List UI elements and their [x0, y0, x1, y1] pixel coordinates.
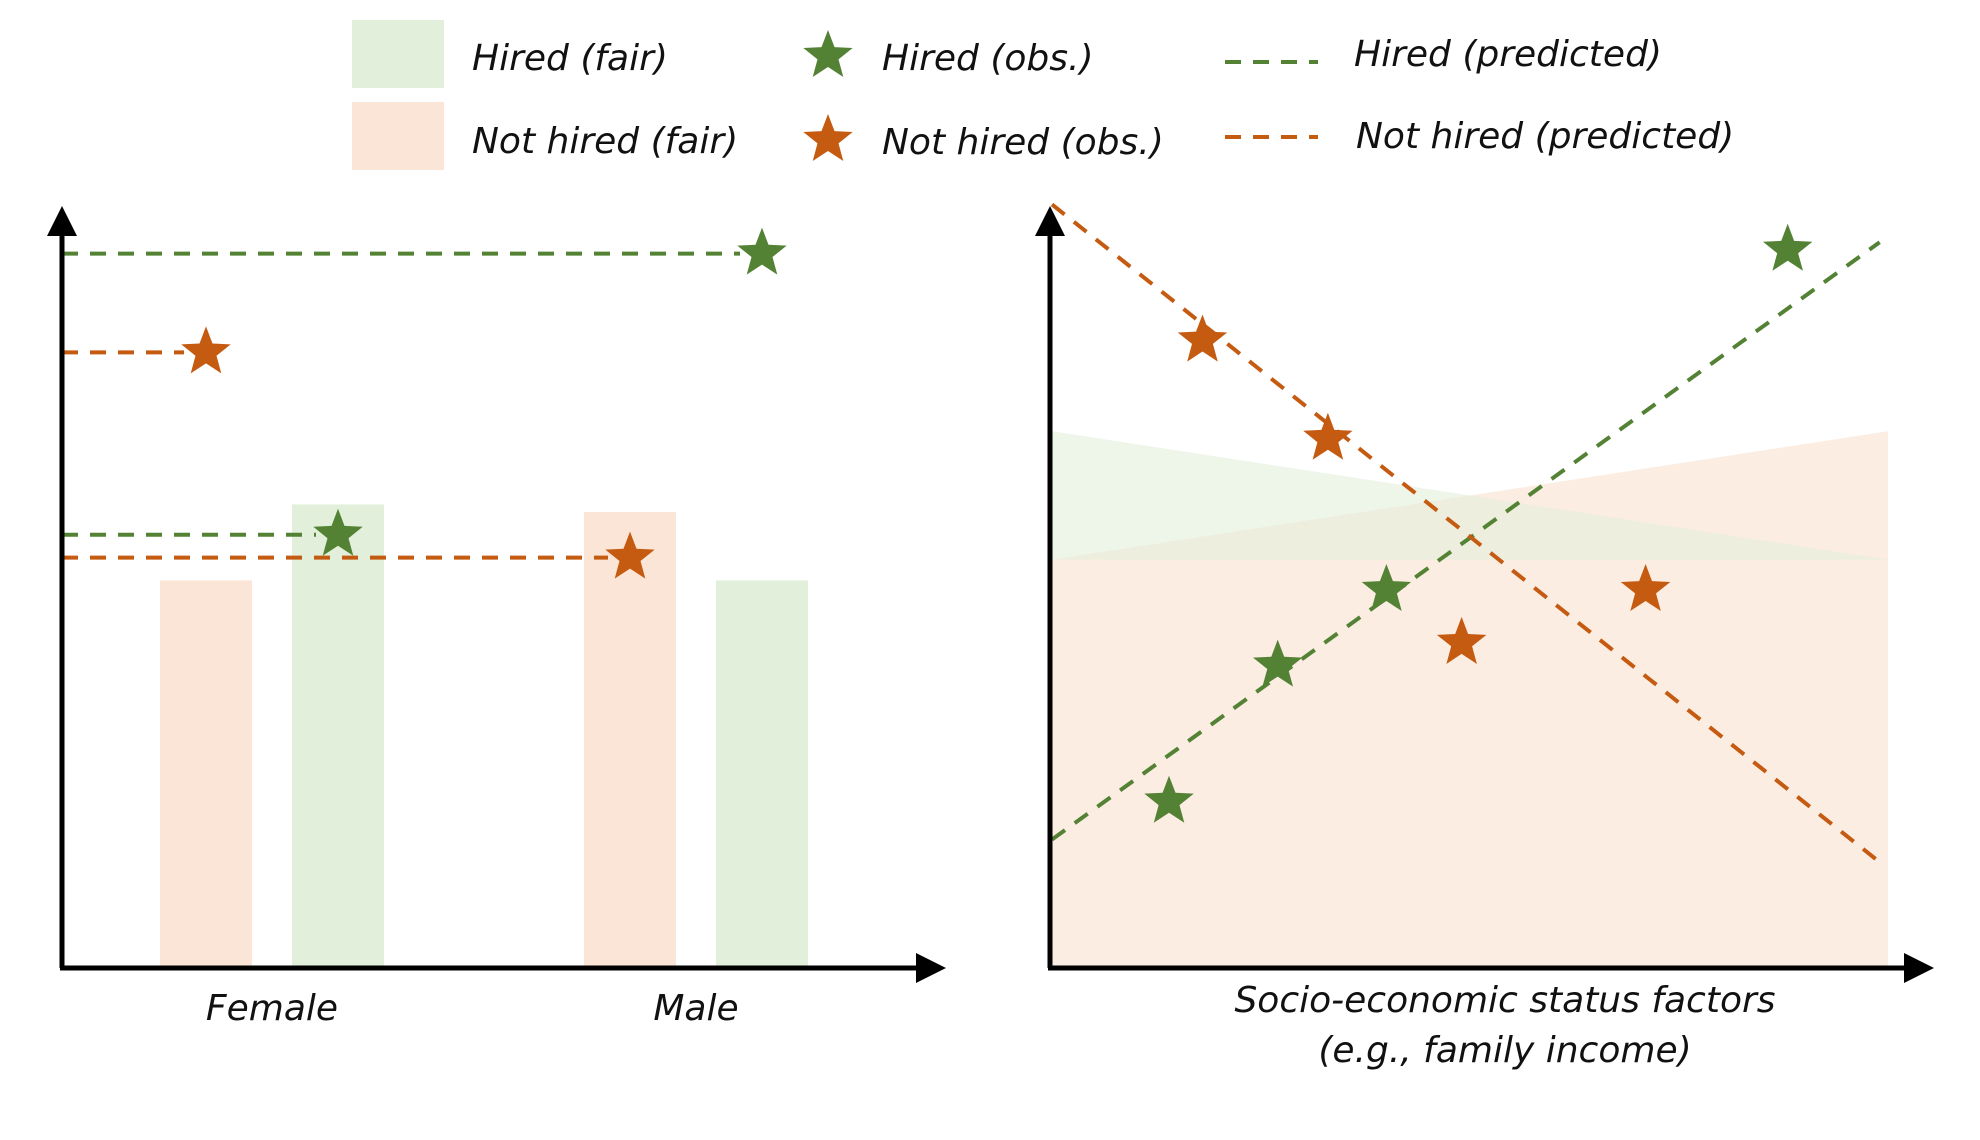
- star-hired-female: [313, 508, 363, 556]
- star-not-hired-4: [1620, 564, 1671, 611]
- legend: Hired (fair) Not hired (fair) Hired (obs…: [352, 20, 1734, 170]
- band-hired-fair: [1052, 431, 1888, 560]
- right-chart: Socio-economic status factors (e.g., fam…: [1035, 202, 1934, 1071]
- legend-label-not-hired-predicted: Not hired (predicted): [1356, 116, 1734, 157]
- right-x-axis-label-line2: (e.g., family income): [1318, 1030, 1691, 1071]
- star-hired-2: [1253, 639, 1303, 687]
- legend-label-hired-obs: Hired (obs.): [882, 38, 1093, 79]
- bar-not-hired-fair-female: [160, 580, 252, 968]
- star-hired-1: [1144, 775, 1194, 823]
- legend-swatch-hired-fair: [352, 20, 444, 88]
- legend-swatch-not-hired-fair: [352, 102, 444, 170]
- legend-label-not-hired-obs: Not hired (obs.): [882, 122, 1164, 163]
- legend-star-hired: [803, 30, 853, 77]
- bar-not-hired-fair-male: [584, 512, 676, 968]
- trend-line-hired-predicted: [1050, 240, 1881, 842]
- star-hired-3: [1361, 564, 1412, 611]
- band-not-hired-fair: [1052, 431, 1888, 968]
- bar-hired-fair-male: [716, 580, 808, 968]
- legend-star-not-hired-obs-icon: [803, 114, 853, 161]
- star-not-hired-3: [1436, 616, 1487, 664]
- star-not-hired-1: [1177, 314, 1228, 362]
- star-hired-4: [1763, 223, 1813, 271]
- legend-star-not-hired: [803, 114, 853, 161]
- star-not-hired-2: [1303, 412, 1353, 460]
- bar-hired-fair-female: [292, 504, 384, 968]
- x-tick-label-female: Female: [206, 988, 338, 1029]
- x-tick-label-male: Male: [653, 988, 738, 1029]
- legend-label-not-hired-fair: Not hired (fair): [472, 121, 738, 162]
- trend-line-not-hired-predicted: [1050, 202, 1881, 864]
- legend-label-hired-predicted: Hired (predicted): [1354, 34, 1662, 75]
- legend-label-hired-fair: Hired (fair): [472, 38, 668, 79]
- star-not-hired-female: [181, 326, 231, 374]
- star-hired-male: [737, 227, 787, 275]
- legend-star-hired-obs-icon: [803, 30, 853, 77]
- left-chart: Female Male: [47, 206, 946, 1029]
- star-not-hired-male: [605, 531, 655, 579]
- right-x-axis-label: Socio-economic status factors: [1234, 980, 1775, 1021]
